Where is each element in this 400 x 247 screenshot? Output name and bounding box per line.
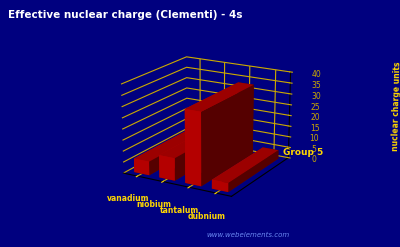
Text: www.webelements.com: www.webelements.com <box>206 232 290 238</box>
Text: Effective nuclear charge (Clementi) - 4s: Effective nuclear charge (Clementi) - 4s <box>8 10 242 20</box>
